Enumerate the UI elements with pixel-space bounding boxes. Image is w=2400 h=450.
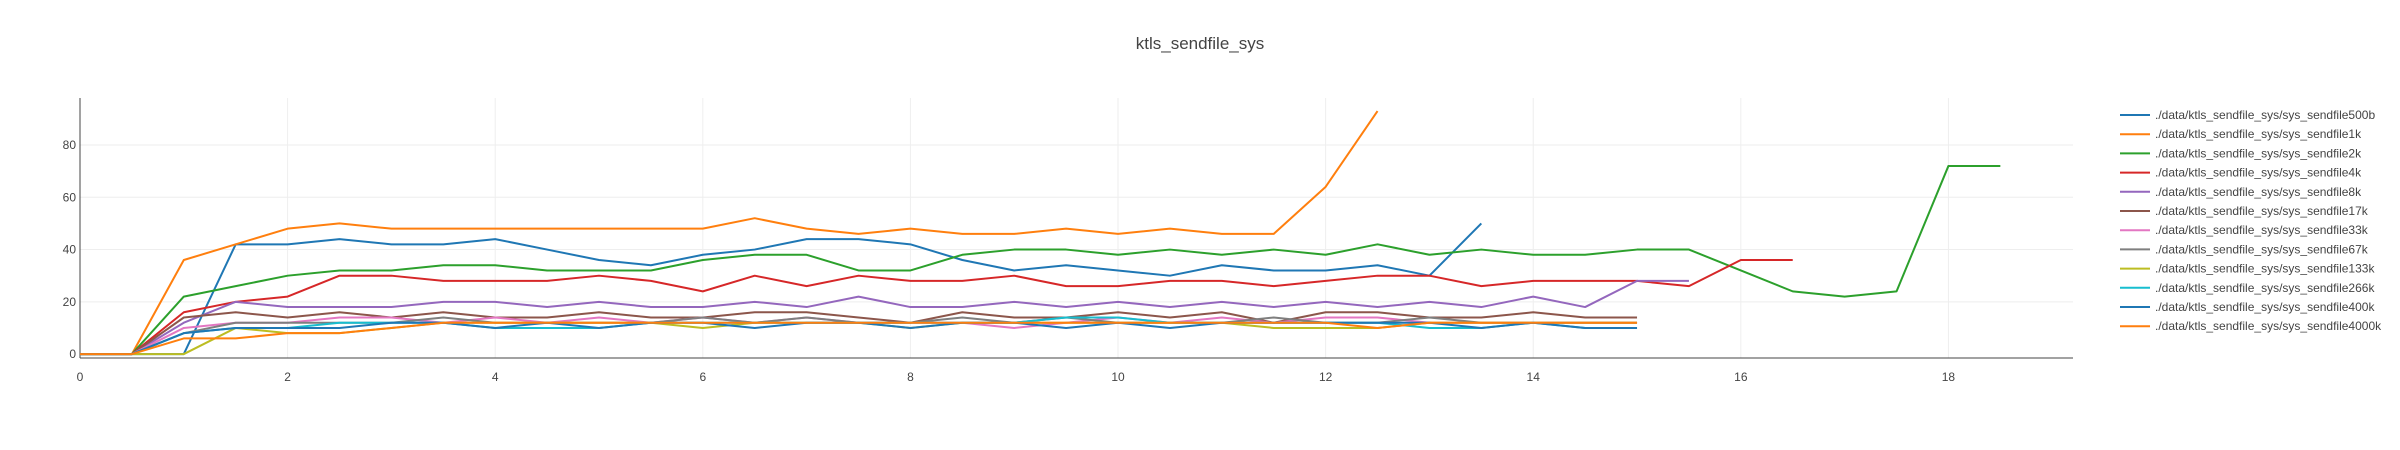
series-line-3 — [80, 259, 1793, 356]
y-tick-label: 0 — [69, 347, 76, 361]
legend-label: ./data/ktls_sendfile_sys/sys_sendfile67k — [2155, 242, 2369, 256]
y-tick-label: 20 — [63, 295, 77, 309]
legend-label: ./data/ktls_sendfile_sys/sys_sendfile266… — [2155, 281, 2375, 295]
legend-item[interactable]: ./data/ktls_sendfile_sys/sys_sendfile1k — [2120, 127, 2362, 141]
legend-label: ./data/ktls_sendfile_sys/sys_sendfile500… — [2155, 108, 2375, 122]
legend-label: ./data/ktls_sendfile_sys/sys_sendfile33k — [2155, 223, 2369, 237]
series-layer — [80, 110, 2001, 356]
series-line-0 — [80, 222, 1483, 356]
x-tick-label: 14 — [1527, 370, 1541, 384]
legend[interactable]: ./data/ktls_sendfile_sys/sys_sendfile500… — [2120, 108, 2382, 333]
legend-item[interactable]: ./data/ktls_sendfile_sys/sys_sendfile400… — [2120, 300, 2375, 314]
legend-label: ./data/ktls_sendfile_sys/sys_sendfile4k — [2155, 166, 2362, 180]
y-tick-label: 40 — [63, 243, 77, 257]
series-line-2 — [80, 164, 2001, 356]
x-tick-label: 10 — [1111, 370, 1125, 384]
legend-label: ./data/ktls_sendfile_sys/sys_sendfile400… — [2155, 300, 2375, 314]
x-tick-label: 4 — [492, 370, 499, 384]
x-tick-label: 8 — [907, 370, 914, 384]
legend-item[interactable]: ./data/ktls_sendfile_sys/sys_sendfile266… — [2120, 281, 2375, 295]
x-tick-label: 16 — [1734, 370, 1748, 384]
legend-label: ./data/ktls_sendfile_sys/sys_sendfile133… — [2155, 262, 2375, 276]
grid-lines — [80, 98, 2073, 358]
legend-label: ./data/ktls_sendfile_sys/sys_sendfile8k — [2155, 185, 2362, 199]
series-line-5 — [80, 311, 1638, 356]
x-tick-label: 12 — [1319, 370, 1333, 384]
legend-label: ./data/ktls_sendfile_sys/sys_sendfile17k — [2155, 204, 2369, 218]
y-tick-label: 60 — [63, 190, 77, 204]
series-line-4 — [80, 279, 1689, 356]
legend-label: ./data/ktls_sendfile_sys/sys_sendfile400… — [2155, 319, 2382, 333]
chart-title: ktls_sendfile_sys — [1136, 34, 1265, 53]
series-line-1 — [80, 110, 1379, 356]
legend-item[interactable]: ./data/ktls_sendfile_sys/sys_sendfile4k — [2120, 166, 2362, 180]
axes: 0 2 4 6 8 10 12 14 16 18 0 20 40 60 80 — [63, 98, 2073, 384]
legend-item[interactable]: ./data/ktls_sendfile_sys/sys_sendfile17k — [2120, 204, 2369, 218]
legend-item[interactable]: ./data/ktls_sendfile_sys/sys_sendfile33k — [2120, 223, 2369, 237]
legend-item[interactable]: ./data/ktls_sendfile_sys/sys_sendfile67k — [2120, 242, 2369, 256]
legend-label: ./data/ktls_sendfile_sys/sys_sendfile2k — [2155, 146, 2362, 160]
legend-item[interactable]: ./data/ktls_sendfile_sys/sys_sendfile400… — [2120, 319, 2382, 333]
x-tick-label: 2 — [284, 370, 291, 384]
legend-item[interactable]: ./data/ktls_sendfile_sys/sys_sendfile133… — [2120, 262, 2375, 276]
x-tick-label: 18 — [1942, 370, 1956, 384]
legend-item[interactable]: ./data/ktls_sendfile_sys/sys_sendfile8k — [2120, 185, 2362, 199]
legend-label: ./data/ktls_sendfile_sys/sys_sendfile1k — [2155, 127, 2362, 141]
y-tick-label: 80 — [63, 138, 77, 152]
legend-item[interactable]: ./data/ktls_sendfile_sys/sys_sendfile2k — [2120, 146, 2362, 160]
series-line-11 — [80, 321, 1638, 356]
x-tick-label: 0 — [77, 370, 84, 384]
x-tick-label: 6 — [699, 370, 706, 384]
legend-item[interactable]: ./data/ktls_sendfile_sys/sys_sendfile500… — [2120, 108, 2375, 122]
